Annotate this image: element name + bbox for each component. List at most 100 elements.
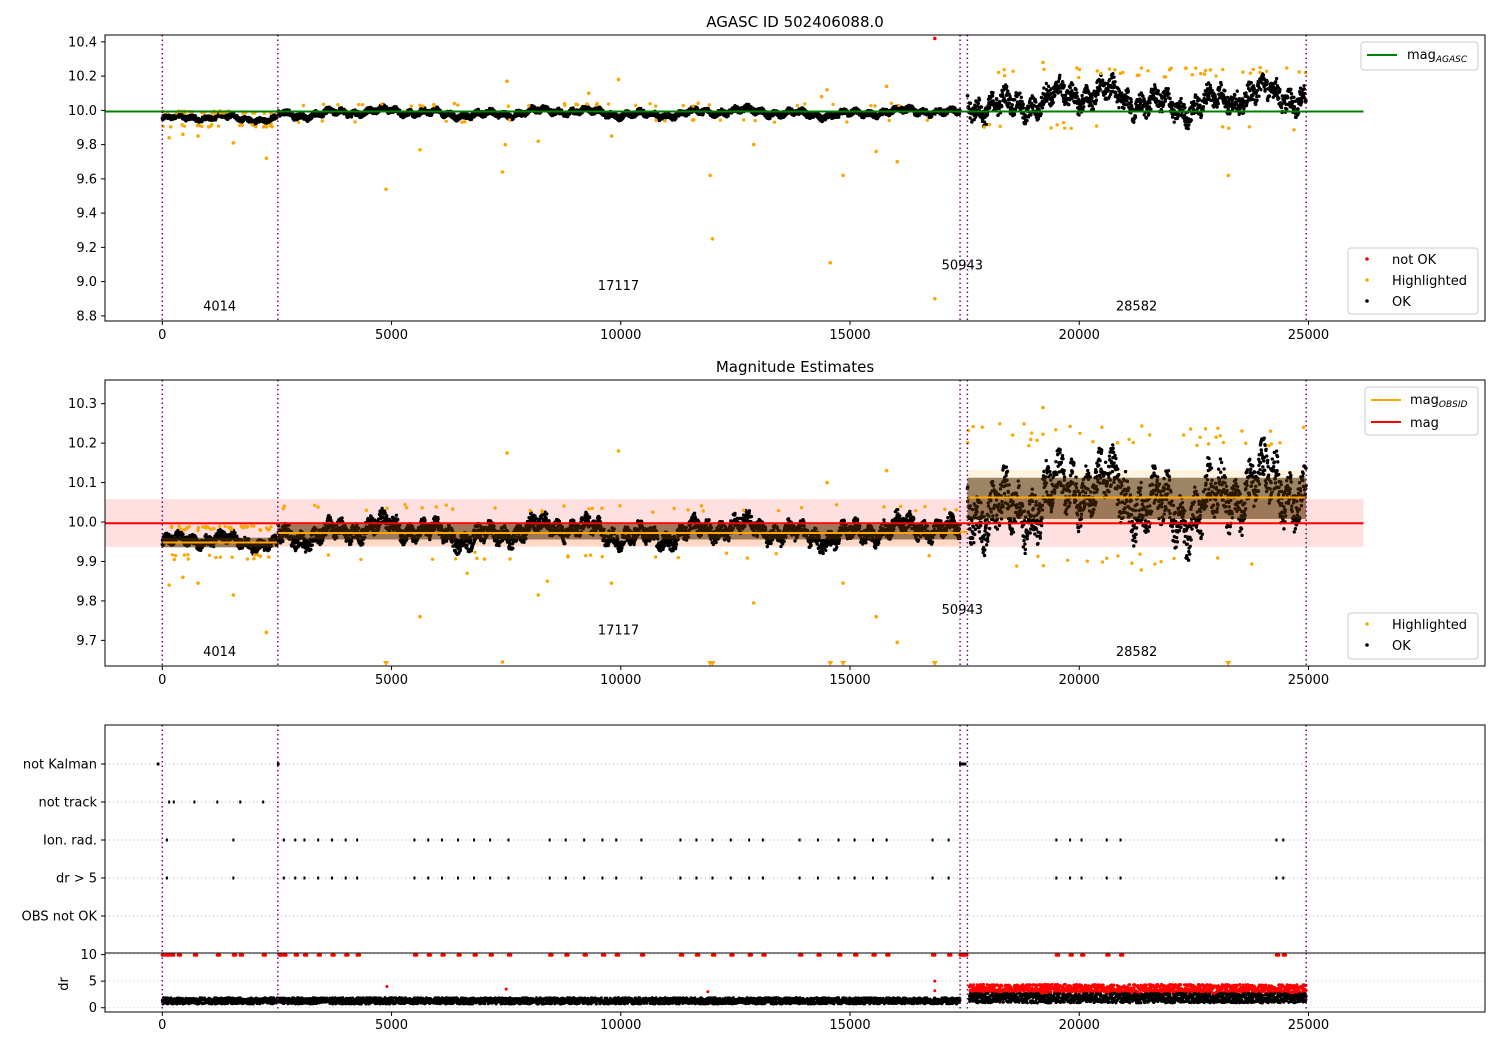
highlighted-point [925, 118, 930, 122]
highlighted-point [1241, 70, 1245, 74]
ok-point [1163, 97, 1168, 101]
highlighted-point [1258, 70, 1262, 75]
ok-point [984, 122, 989, 127]
highlighted-point [195, 123, 200, 128]
ok-point [1090, 104, 1094, 108]
highlighted-point [562, 101, 567, 106]
x-tick-label: 5000 [375, 328, 408, 343]
highlighted-point [718, 118, 723, 122]
ok-point [1278, 87, 1282, 92]
ok-point [1197, 98, 1201, 102]
ok-point [1045, 99, 1049, 103]
highlighted-point [1061, 120, 1066, 125]
ok-point [1080, 93, 1084, 98]
ok-point [1223, 89, 1227, 93]
ok-point [1111, 71, 1115, 76]
highlighted-point [648, 102, 652, 106]
highlighted-point [606, 102, 611, 106]
ok-point [1166, 87, 1170, 91]
highlighted-point [998, 124, 1002, 129]
highlighted-point [663, 119, 667, 123]
highlighted-point [418, 147, 422, 152]
ok-point [1274, 80, 1278, 84]
ok-point [181, 532, 185, 536]
ok-point [1182, 102, 1186, 107]
magnitude-panel-top: AGASC ID 502406088.0 4014171175094328582… [68, 13, 1486, 343]
ok-point [1156, 89, 1160, 93]
highlighted-point [463, 120, 467, 124]
ok-point [267, 547, 272, 551]
ok-point [1096, 92, 1100, 97]
ok-point [1025, 118, 1029, 123]
ok-point [1075, 91, 1079, 95]
top-panel-title: AGASC ID 502406088.0 [706, 13, 884, 31]
middle-panel-title: Magnitude Estimates [716, 358, 874, 376]
highlighted-point [432, 103, 436, 108]
ok-point [1113, 80, 1117, 84]
highlighted-point [889, 101, 894, 106]
ok-point [1029, 113, 1033, 117]
y-tick-label: 9.2 [76, 241, 97, 256]
y-tick-label: 9.8 [76, 138, 97, 153]
highlighted-point [1220, 125, 1225, 129]
highlighted-point [1011, 69, 1015, 73]
x-tick-label: 25000 [1288, 328, 1329, 343]
ok-point [1021, 106, 1026, 110]
highlighted-point [264, 156, 269, 161]
highlighted-point [167, 135, 171, 140]
highlighted-point [1208, 68, 1213, 72]
ok-point [1244, 91, 1248, 95]
ok-point [1082, 105, 1086, 109]
ok-point [1277, 96, 1281, 100]
highlighted-point [1247, 125, 1252, 129]
ok-point [1179, 96, 1183, 101]
highlighted-point [1226, 173, 1231, 178]
ok-point [1074, 87, 1078, 92]
highlighted-point [360, 102, 365, 107]
highlighted-point [874, 149, 878, 154]
ok-point [1265, 80, 1269, 84]
highlighted-point [500, 170, 505, 174]
highlighted-point [795, 103, 800, 108]
highlighted-point [1107, 67, 1112, 71]
highlighted-point [654, 118, 658, 123]
highlighted-point [216, 124, 221, 128]
ok-point [1129, 100, 1134, 104]
highlighted-point [1077, 67, 1082, 72]
ok-point [1255, 88, 1260, 93]
highlighted-point [681, 103, 685, 108]
obsid-label: 4014 [203, 300, 236, 315]
ok-point [1112, 75, 1116, 79]
y-tick-label: 10.4 [68, 35, 97, 50]
ok-point [1161, 103, 1166, 107]
y-tick-label: 9.6 [76, 172, 97, 187]
ok-point [1299, 99, 1304, 103]
highlighted-point [707, 103, 712, 107]
ok-point [1117, 105, 1121, 110]
ok-point [1149, 107, 1153, 112]
highlighted-point [1002, 68, 1006, 72]
highlighted-point [1184, 66, 1188, 70]
ok-point [968, 101, 973, 106]
ok-point [1060, 93, 1064, 97]
ok-point [995, 97, 999, 102]
top-line-legend: magAGASC [1360, 41, 1479, 71]
x-tick-label: 0 [158, 328, 166, 343]
highlighted-point [269, 122, 273, 127]
legend-marker-swatch [1365, 257, 1369, 261]
ok-point [1012, 97, 1017, 102]
ok-point [1039, 95, 1044, 100]
ok-point [1125, 99, 1129, 103]
highlighted-point [609, 134, 614, 138]
highlighted-point [261, 125, 266, 129]
ok-point [837, 115, 841, 119]
obsid-label: 17117 [598, 279, 639, 294]
highlighted-point [1285, 66, 1289, 70]
highlighted-point [751, 142, 756, 147]
x-tick-label: 20000 [1059, 328, 1100, 343]
highlighted-point [527, 104, 531, 108]
not-ok-point [933, 36, 937, 41]
y-tick-label: 10.0 [68, 104, 97, 119]
highlighted-point [1194, 66, 1198, 70]
